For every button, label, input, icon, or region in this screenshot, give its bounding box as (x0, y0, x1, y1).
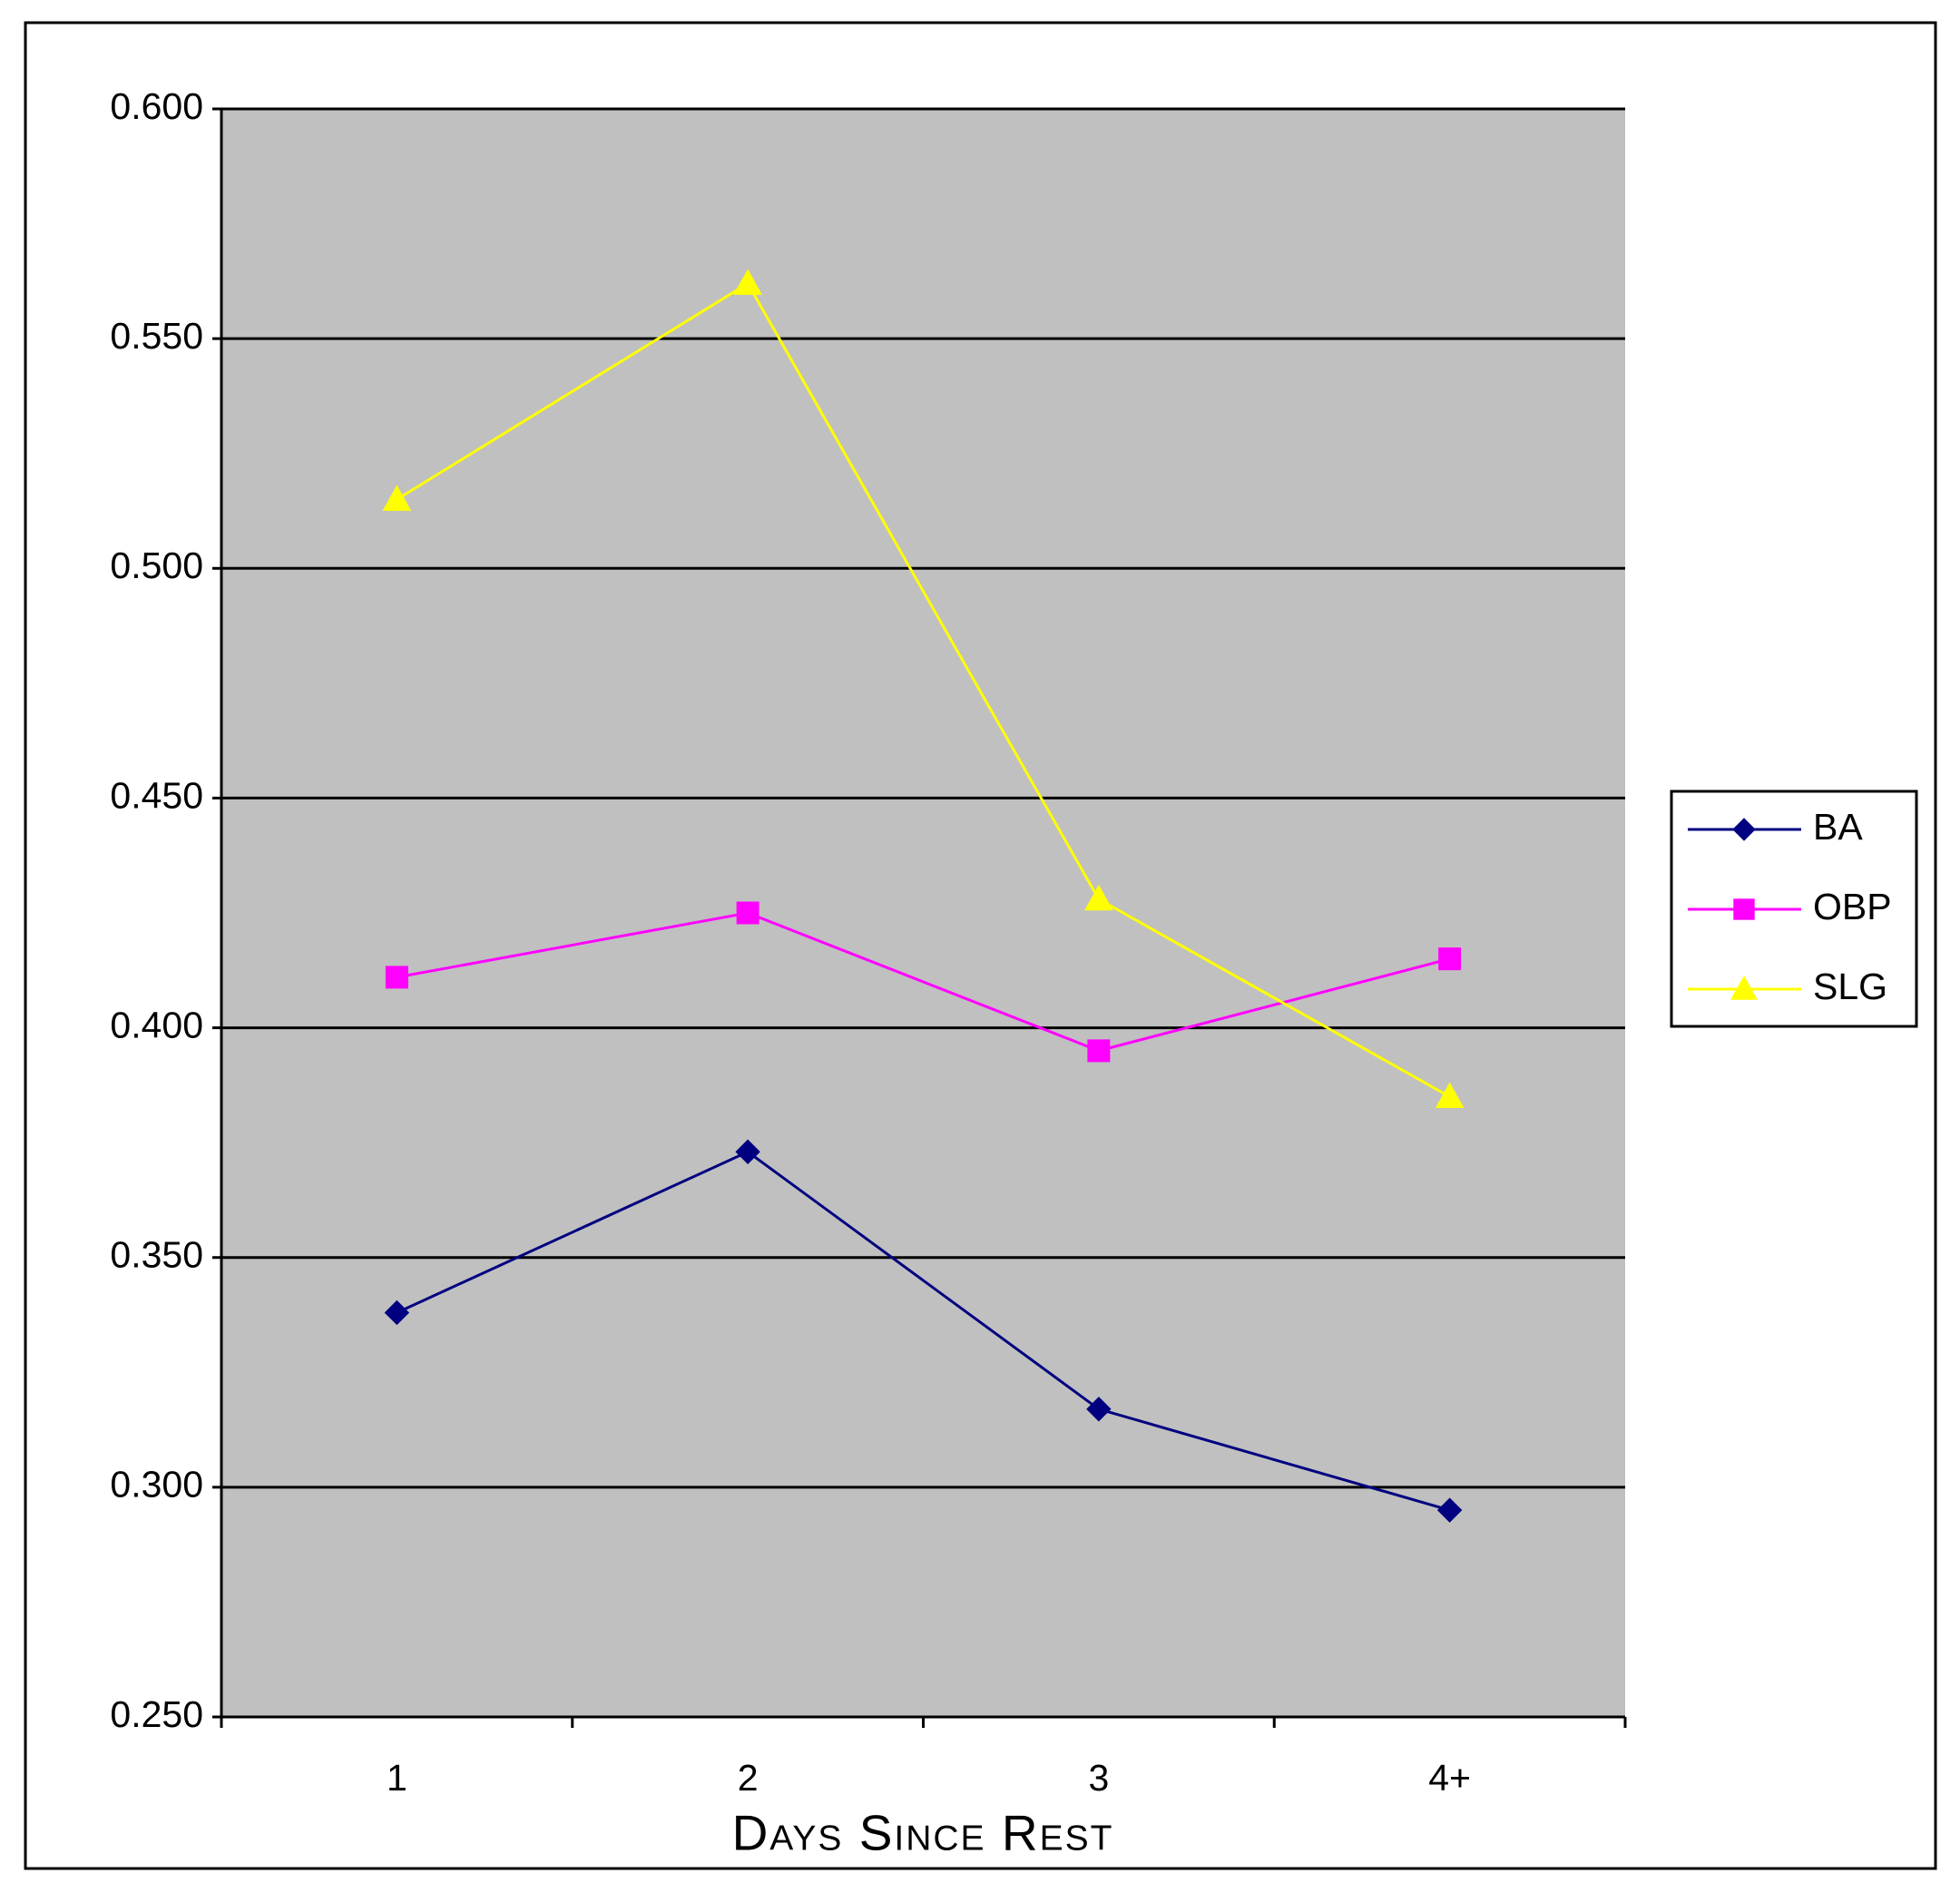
marker (1732, 818, 1756, 841)
series-line (397, 911, 1451, 1053)
x-axis-title: Days Since Rest (732, 1805, 1114, 1861)
plot-area (221, 109, 1625, 1717)
series-line (396, 281, 1451, 1098)
marker (1086, 1397, 1112, 1422)
y-tick-label: 0.250 (110, 1693, 203, 1735)
legend-label: SLG (1813, 966, 1887, 1007)
marker (736, 901, 760, 925)
x-tick-label: 4+ (1428, 1757, 1471, 1799)
series-line (396, 1150, 1451, 1512)
marker (1730, 975, 1758, 1000)
marker (733, 269, 762, 295)
x-tick-label: 2 (738, 1757, 759, 1799)
marker (735, 1139, 760, 1164)
marker (1087, 1039, 1111, 1063)
marker (385, 966, 408, 989)
y-tick-label: 0.550 (110, 315, 203, 357)
y-tick-label: 0.450 (110, 774, 203, 816)
y-tick-label: 0.300 (110, 1464, 203, 1506)
legend-label: OBP (1813, 886, 1892, 927)
marker (382, 485, 412, 511)
marker (1435, 1082, 1465, 1109)
marker (1436, 1497, 1463, 1523)
y-tick-label: 0.600 (110, 85, 203, 127)
x-tick-label: 3 (1088, 1757, 1109, 1799)
marker (1084, 884, 1113, 911)
y-tick-label: 0.500 (110, 544, 203, 586)
y-tick-label: 0.350 (110, 1234, 203, 1276)
y-tick-label: 0.400 (110, 1004, 203, 1045)
marker (1438, 947, 1462, 971)
legend-label: BA (1813, 806, 1863, 848)
x-tick-label: 1 (387, 1757, 407, 1799)
marker (384, 1300, 410, 1326)
marker (1733, 898, 1755, 920)
